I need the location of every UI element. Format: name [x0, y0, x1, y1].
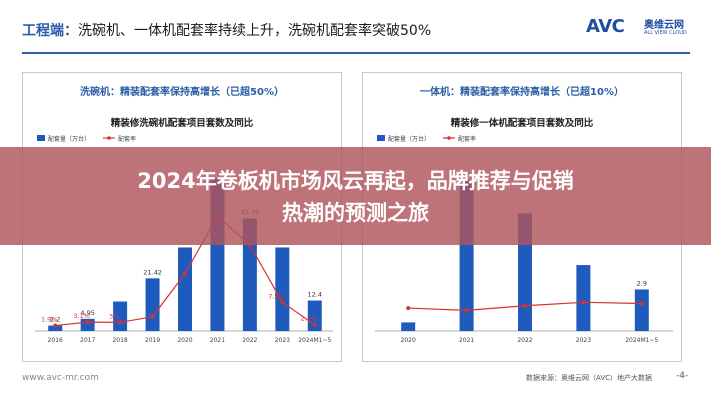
dishwasher-chart: 配套量（万台） 配套率 2016 2.2 2017 4.95 2018 2019 21.42 20…: [35, 135, 333, 344]
dishwasher-tick-3: 2019: [145, 337, 160, 344]
dishwasher-tick-4: 2020: [177, 337, 192, 344]
integrated-legend-line-marker: [447, 136, 451, 140]
dishwasher-chart-title: 精装修洗碗机配套项目套数及同比: [110, 118, 254, 129]
dishwasher-tick-0: 2016: [48, 337, 63, 344]
integrated-bar-0: [401, 322, 416, 331]
dishwasher-bar-label-3: 21.42: [143, 268, 162, 276]
integrated-bar-label-4: 2.9: [637, 279, 647, 287]
avc-logo: AVC 奥维云网 ALL VIEW CLOUD: [586, 14, 696, 42]
dishwasher-bar-0: [48, 325, 63, 331]
slide-title-label: 工程端：: [22, 23, 78, 39]
dishwasher-bar-3: [145, 278, 160, 331]
logo-cn: 奥维云网: [644, 20, 684, 31]
dishwasher-legend-line-marker: [107, 136, 111, 140]
integrated-rate-point-2: [523, 303, 527, 308]
integrated-tick-2: 2022: [517, 337, 532, 344]
dishwasher-tick-8: 2024M1~5: [298, 337, 331, 344]
dishwasher-rate-label-2: 3%: [109, 312, 119, 320]
dishwasher-bar-7: [275, 247, 290, 331]
dishwasher-bar-8: [307, 300, 322, 331]
dishwasher-rate-label-0: 1.9%: [41, 316, 58, 324]
integrated-chart-title: 精装修一体机配套项目套数及同比: [450, 118, 594, 129]
integrated-bar-4: [634, 289, 649, 331]
integrated-rate-point-1: [464, 308, 469, 313]
dishwasher-tick-1: 2017: [80, 337, 95, 344]
dishwasher-tick-2: 2018: [112, 337, 127, 344]
dishwasher-panel-title: 洗碗机：精装配套率保持高增长（已超50%）: [80, 86, 284, 98]
dishwasher-rate-point-1: [85, 320, 90, 325]
dishwasher-legend-line-label: 配套率: [118, 135, 136, 143]
banner-line-1: 2024年卷板机市场风云再起，品牌推荐与促销: [137, 169, 574, 193]
logo-en: ALL VIEW CLOUD: [644, 30, 687, 36]
page-number: -4-: [676, 371, 689, 381]
slide-title: 工程端：洗碗机、一体机配套率持续上升，洗碗机配套率突破50%: [22, 20, 431, 40]
dishwasher-legend-bar-label: 配套量（万台）: [48, 135, 90, 143]
slide-title-text: 洗碗机、一体机配套率持续上升，洗碗机配套率突破50%: [78, 23, 432, 39]
integrated-rate-point-3: [581, 300, 586, 305]
dishwasher-legend: 配套量（万台） 配套率: [37, 135, 136, 143]
dishwasher-rate-label-1: 3.1%: [73, 312, 90, 320]
dishwasher-rate-point-7: [280, 300, 285, 305]
dishwasher-bar-6: [242, 218, 257, 331]
integrated-tick-3: 2023: [576, 337, 591, 344]
slide-header: 工程端：洗碗机、一体机配套率持续上升，洗碗机配套率突破50% AVC 奥维云网 …: [0, 0, 711, 60]
dishwasher-legend-bar-swatch: [37, 135, 45, 141]
integrated-tick-4: 2024M1~5: [625, 337, 658, 344]
dishwasher-rate-point-0: [53, 323, 58, 328]
integrated-rate-point-0: [406, 306, 411, 311]
integrated-tick-0: 2020: [401, 337, 416, 344]
dishwasher-tick-7: 2023: [275, 337, 290, 344]
dishwasher-rate-point-8: [312, 322, 317, 327]
dishwasher-rate-point-4: [183, 271, 187, 276]
integrated-panel-header: 一体机：精装配套率保持高增长（已超10%）: [363, 73, 681, 107]
dishwasher-rate-label-8: 2.2%: [301, 315, 318, 323]
dishwasher-rate-point-3: [150, 314, 155, 319]
footer-source: 数据来源：奥维云网（AVC）地产大数据: [526, 374, 653, 382]
dishwasher-bar-label-0: 2.2: [50, 316, 60, 324]
integrated-legend: 配套量（万台） 配套率: [377, 135, 476, 143]
integrated-bar-3: [576, 265, 591, 331]
integrated-tick-1: 2021: [459, 337, 474, 344]
header-rule: [22, 52, 690, 54]
dishwasher-bar-4: [178, 247, 192, 331]
banner-line-2: 热潮的预测之旅: [282, 201, 429, 225]
integrated-legend-bar-label: 配套量（万台）: [388, 135, 430, 143]
title-banner: 2024年卷板机市场风云再起，品牌推荐与促销 热潮的预测之旅: [0, 147, 711, 245]
integrated-rate-point-4: [639, 301, 644, 306]
integrated-legend-line-label: 配套率: [458, 135, 476, 143]
dishwasher-rate-label-7: 7.5%: [268, 292, 285, 300]
dishwasher-bar-2: [113, 301, 128, 331]
banner-headline: 2024年卷板机市场风云再起，品牌推荐与促销 热潮的预测之旅: [0, 165, 711, 229]
dishwasher-bar-label-8: 12.4: [308, 291, 322, 299]
dishwasher-tick-6: 2022: [242, 337, 257, 344]
dishwasher-panel-header: 洗碗机：精装配套率保持高增长（已超50%）: [23, 73, 341, 107]
logo-mark: AVC: [586, 16, 625, 37]
integrated-panel-title: 一体机：精装配套率保持高增长（已超10%）: [420, 86, 624, 98]
dishwasher-rate-point-2: [118, 320, 123, 325]
footer-url: www.avc-mr.com: [22, 373, 99, 383]
integrated-legend-bar-swatch: [377, 135, 385, 141]
dishwasher-bar-label-1: 4.95: [80, 309, 94, 317]
dishwasher-tick-5: 2021: [210, 337, 225, 344]
